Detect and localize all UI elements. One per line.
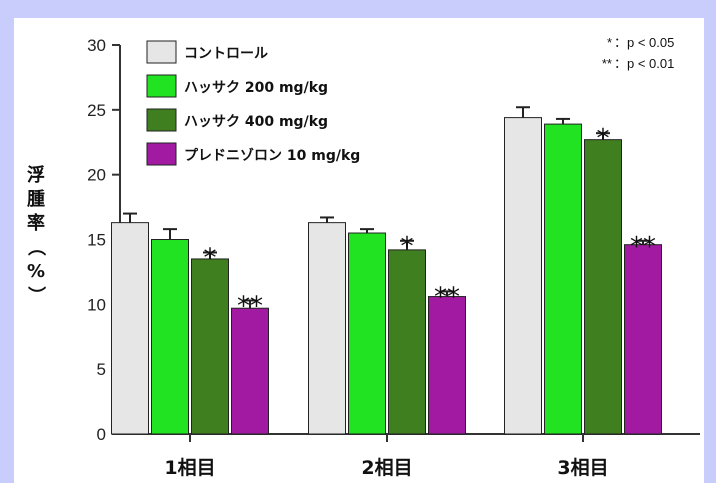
significance-legend-text: ：p < 0.01 — [614, 56, 674, 71]
bar — [428, 296, 466, 435]
y-axis-label-char: 浮 — [27, 164, 45, 186]
significance-marks: ********* — [204, 124, 657, 321]
significance-mark: ** — [434, 282, 460, 312]
significance-legend-text: ：p < 0.05 — [614, 35, 674, 50]
significance-mark: * — [597, 124, 610, 154]
chart-frame: 0 5 10 15 20 25 30 1相目 2相目 3相目 * ** * ** * ** コントロール ハッ… — [14, 18, 704, 483]
y-tick-label: 10 — [87, 295, 106, 314]
bar — [231, 307, 269, 435]
bar — [504, 117, 542, 435]
bar — [308, 222, 346, 435]
bar — [624, 244, 662, 435]
y-tick-label: 20 — [87, 166, 106, 185]
significance-mark: * — [204, 243, 217, 273]
y-axis-label-char: （ — [25, 238, 46, 256]
bar — [544, 123, 582, 435]
y-tick-label: 5 — [97, 360, 106, 379]
y-axis-label-char: ） — [25, 286, 46, 304]
y-axis-label-char: 率 — [27, 212, 45, 234]
bars — [111, 117, 662, 435]
legend-label: コントロール — [184, 46, 268, 62]
legend-label: ハッサク 400 mg/kg — [184, 114, 328, 130]
significance-legend-mark: * — [607, 35, 612, 50]
significance-mark: * — [401, 232, 414, 262]
legend-swatch — [146, 74, 177, 98]
y-tick-label: 15 — [87, 231, 106, 250]
significance-legend: * ：p < 0.05** ：p < 0.01 — [602, 35, 674, 71]
legend-swatch — [146, 142, 177, 166]
x-tick-label: 2相目 — [361, 457, 412, 479]
y-tick-label: 0 — [97, 425, 106, 444]
bar — [584, 139, 622, 435]
bar — [151, 239, 189, 435]
x-tick-label: 3相目 — [557, 457, 608, 479]
significance-mark: ** — [630, 232, 656, 262]
y-tick-label: 25 — [87, 101, 106, 120]
bar — [388, 249, 426, 435]
error-bars — [123, 106, 650, 309]
significance-legend-mark: ** — [602, 56, 612, 71]
y-tick-label: 30 — [87, 36, 106, 55]
bar — [191, 258, 229, 435]
significance-mark: ** — [237, 291, 263, 321]
legend-label: ハッサク 200 mg/kg — [184, 80, 328, 96]
bar — [348, 232, 386, 435]
y-axis-label-char: % — [27, 261, 45, 282]
legend-swatch — [146, 40, 177, 64]
x-tick-label: 1相目 — [164, 457, 215, 479]
y-axis-label: 浮腫率 （% ） — [25, 164, 46, 304]
bar — [111, 222, 149, 435]
y-axis-label-char: 腫 — [27, 188, 45, 210]
legend-swatch — [146, 108, 177, 132]
legend-label: プレドニゾロン 10 mg/kg — [184, 147, 360, 164]
